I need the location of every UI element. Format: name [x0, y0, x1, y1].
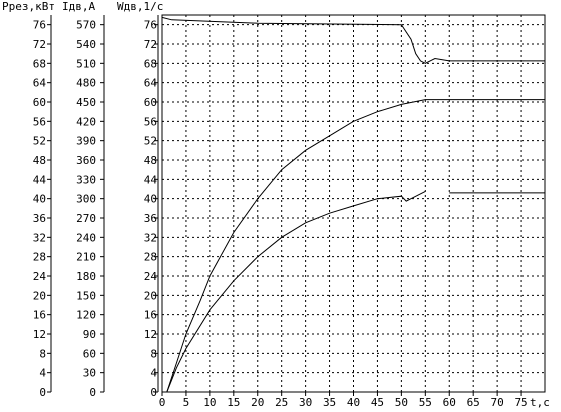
x-tick-label: 30	[299, 396, 312, 409]
p-tick-label: 36	[33, 212, 46, 225]
i-tick-label: 540	[76, 38, 96, 51]
i-tick-label: 570	[76, 19, 96, 32]
series-line-0	[161, 16, 545, 64]
w-tick-label: 20	[144, 289, 157, 302]
x-tick-label: 10	[203, 396, 216, 409]
w-tick-label: 76	[144, 19, 157, 32]
p-tick-label: 8	[39, 347, 46, 360]
x-tick-label: 65	[467, 396, 480, 409]
w-tick-label: 36	[144, 212, 157, 225]
x-tick-label: 20	[251, 396, 264, 409]
x-tick-label: 50	[395, 396, 408, 409]
x-tick-label: 75	[514, 396, 527, 409]
series-line-2	[166, 190, 426, 393]
i-tick-label: 210	[76, 251, 96, 264]
w-tick-label: 32	[144, 231, 157, 244]
w-tick-label: 16	[144, 309, 157, 322]
i-tick-label: 420	[76, 115, 96, 128]
p-tick-label: 40	[33, 193, 46, 206]
p-tick-label: 68	[33, 57, 46, 70]
w-tick-label: 52	[144, 135, 157, 148]
p-tick-label: 52	[33, 135, 46, 148]
p-tick-label: 20	[33, 289, 46, 302]
i-tick-label: 270	[76, 212, 96, 225]
w-tick-label: 28	[144, 251, 157, 264]
w-tick-label: 4	[150, 367, 157, 380]
i-tick-label: 30	[83, 367, 96, 380]
i-tick-label: 510	[76, 57, 96, 70]
x-tick-label: 70	[491, 396, 504, 409]
i-tick-label: 120	[76, 309, 96, 322]
p-tick-label: 60	[33, 96, 46, 109]
p-tick-label: 32	[33, 231, 46, 244]
w-tick-label: 24	[144, 270, 158, 283]
w-tick-label: 8	[150, 347, 157, 360]
w-tick-label: 44	[144, 173, 158, 186]
x-tick-label: 60	[443, 396, 456, 409]
p-tick-label: 72	[33, 38, 46, 51]
i-tick-label: 390	[76, 135, 96, 148]
p-tick-label: 0	[39, 386, 46, 399]
x-tick-label: 40	[347, 396, 360, 409]
p-tick-label: 24	[33, 270, 47, 283]
w-tick-label: 60	[144, 96, 157, 109]
w-tick-label: 48	[144, 154, 157, 167]
i-tick-label: 450	[76, 96, 96, 109]
i-tick-label: 240	[76, 231, 96, 244]
x-axis-label: t,с	[530, 396, 550, 409]
i-tick-label: 60	[83, 347, 96, 360]
p-axis-header: Ррез,кВт	[2, 0, 55, 13]
p-tick-label: 28	[33, 251, 46, 264]
x-tick-label: 55	[419, 396, 432, 409]
i-tick-label: 480	[76, 77, 96, 90]
p-tick-label: 12	[33, 328, 46, 341]
w-tick-label: 0	[150, 386, 157, 399]
p-tick-label: 76	[33, 19, 46, 32]
x-tick-label: 25	[275, 396, 288, 409]
p-tick-label: 4	[39, 367, 46, 380]
x-tick-label: 0	[159, 396, 166, 409]
i-tick-label: 330	[76, 173, 96, 186]
i-tick-label: 150	[76, 289, 96, 302]
i-tick-label: 0	[89, 386, 96, 399]
w-tick-label: 12	[144, 328, 157, 341]
i-tick-label: 180	[76, 270, 96, 283]
w-axis-header: Wдв,1/с	[117, 0, 163, 13]
x-tick-label: 35	[323, 396, 336, 409]
p-tick-label: 48	[33, 154, 46, 167]
x-tick-label: 45	[371, 396, 384, 409]
w-tick-label: 68	[144, 57, 157, 70]
w-tick-label: 56	[144, 115, 157, 128]
i-tick-label: 300	[76, 193, 96, 206]
series-line-1	[166, 99, 545, 393]
i-axis-header: Iдв,А	[62, 0, 95, 13]
x-tick-label: 15	[227, 396, 240, 409]
w-tick-label: 40	[144, 193, 157, 206]
w-tick-label: 72	[144, 38, 157, 51]
x-tick-label: 5	[183, 396, 190, 409]
p-tick-label: 64	[33, 77, 47, 90]
i-tick-label: 360	[76, 154, 96, 167]
p-tick-label: 16	[33, 309, 46, 322]
w-tick-label: 64	[144, 77, 158, 90]
p-tick-label: 56	[33, 115, 46, 128]
i-tick-label: 90	[83, 328, 96, 341]
p-tick-label: 44	[33, 173, 47, 186]
